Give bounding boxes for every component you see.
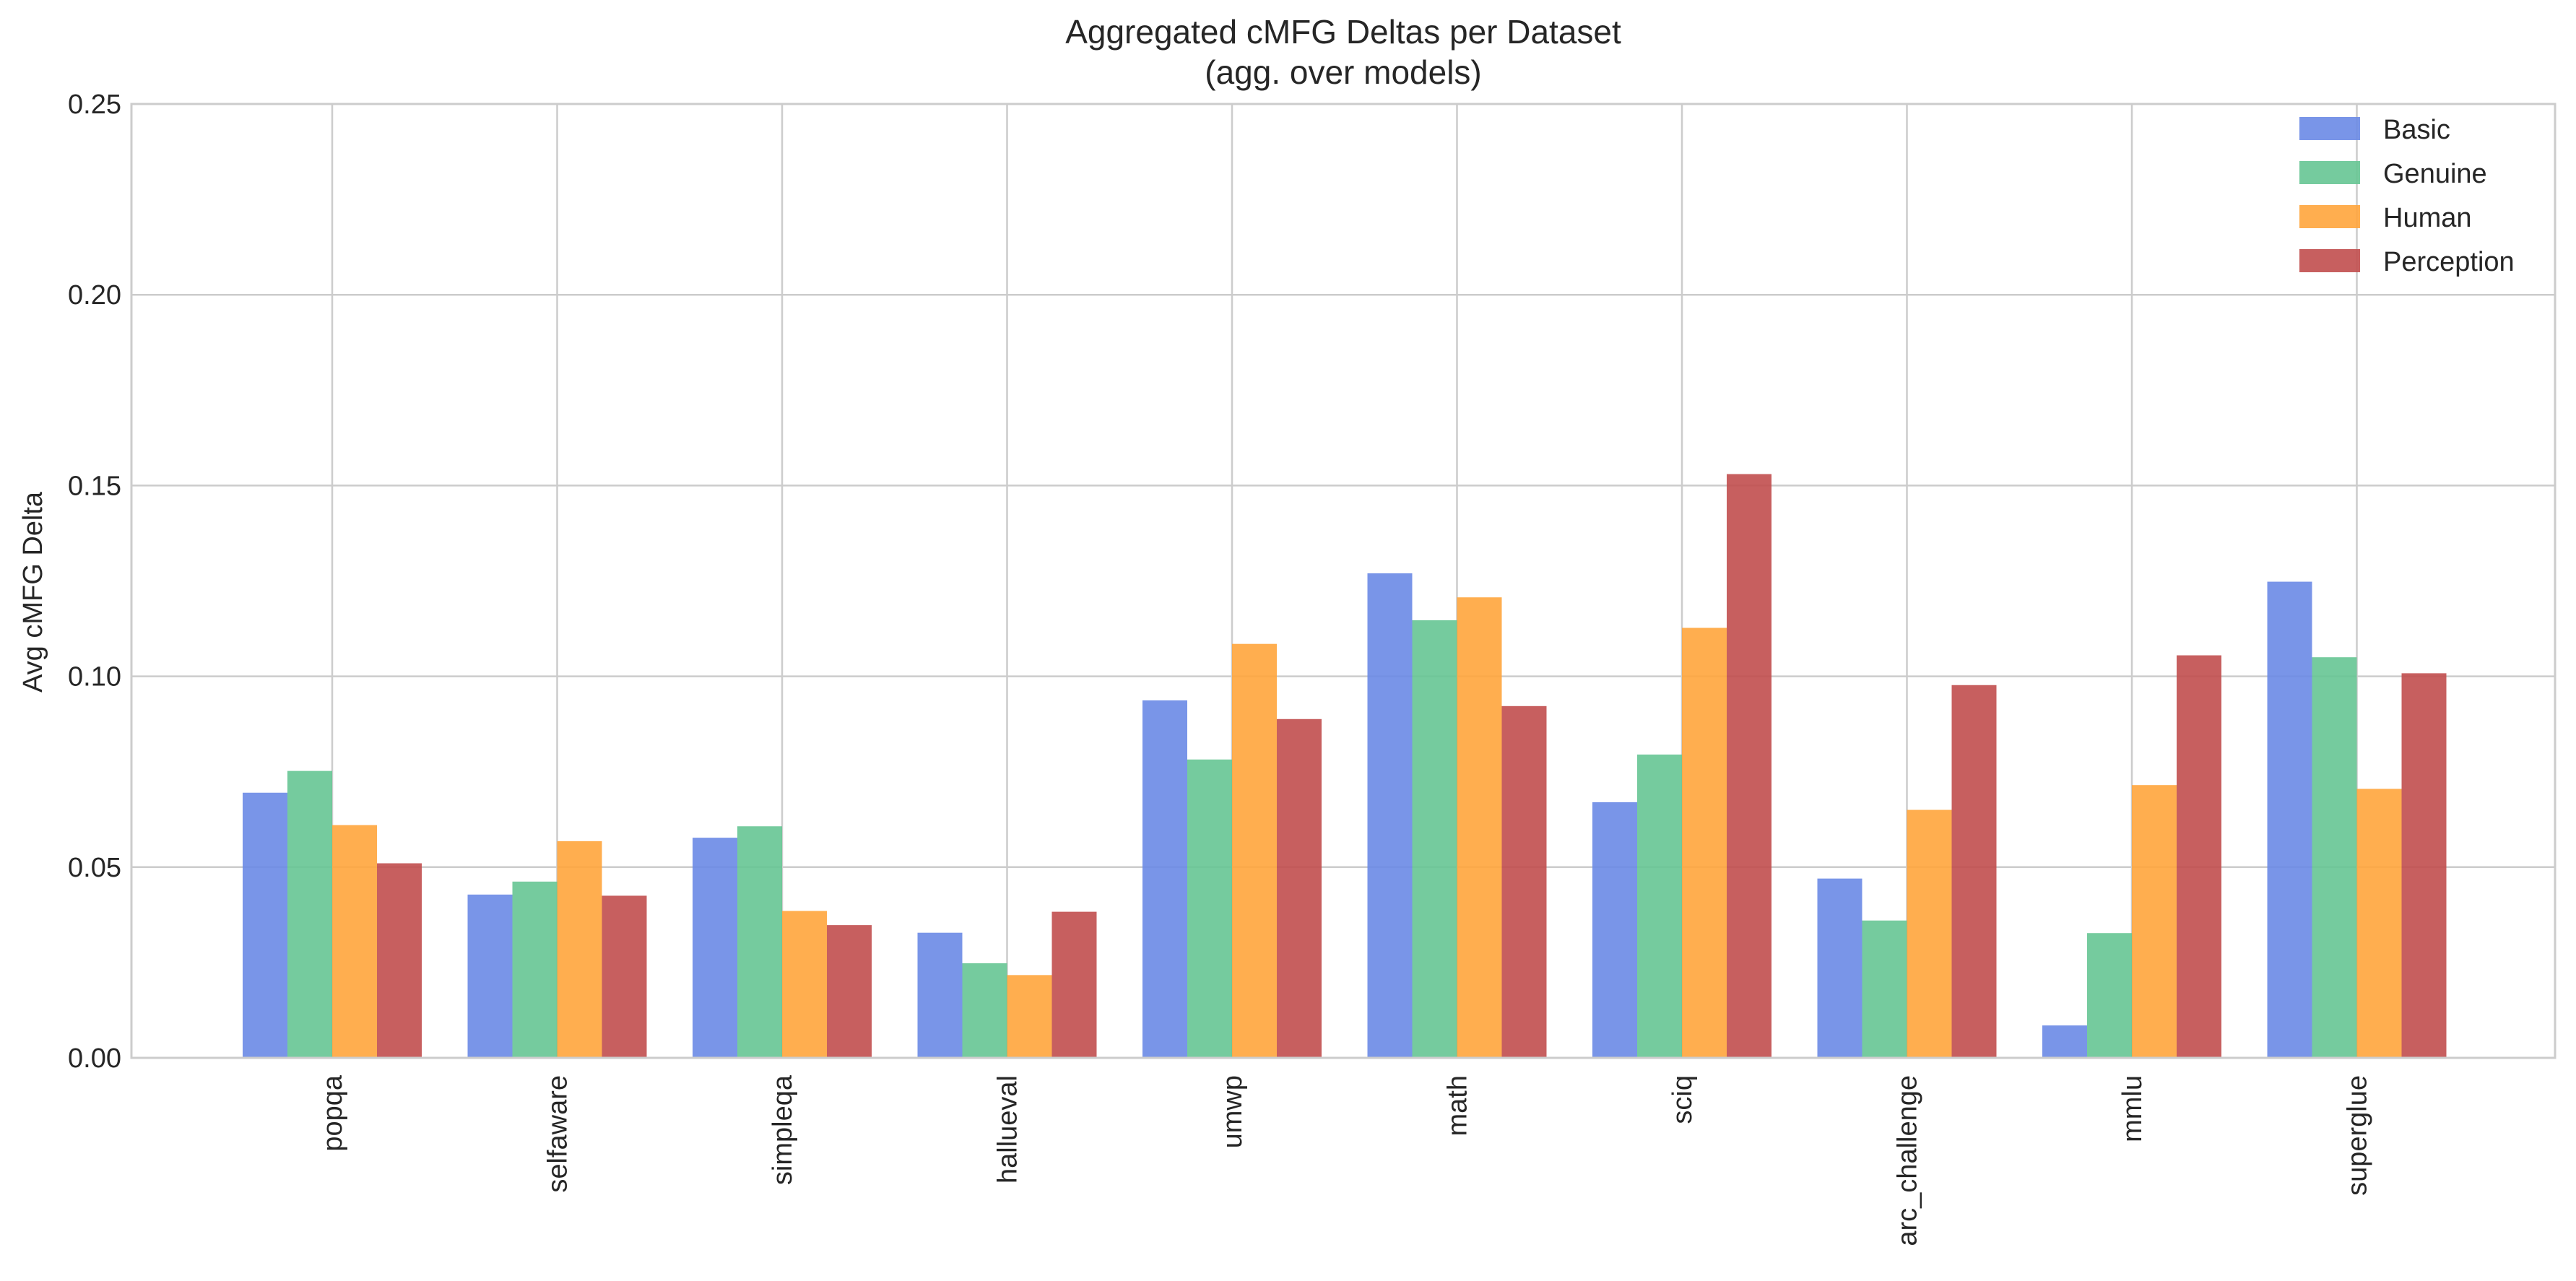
bar-perception-hallueval — [1051, 911, 1097, 1058]
bars — [243, 474, 2447, 1058]
bar-genuine-sciq — [1637, 754, 1682, 1058]
y-tick-label: 0.00 — [68, 1043, 121, 1074]
bar-basic-selfaware — [467, 894, 513, 1058]
x-tick-label-arc-challenge: arc_challenge — [1893, 1075, 1923, 1246]
legend-swatch-perception — [2299, 249, 2360, 272]
bar-genuine-hallueval — [962, 963, 1007, 1058]
bar-basic-math — [1367, 573, 1413, 1058]
chart-subtitle: (agg. over models) — [1205, 53, 1482, 91]
y-tick-label: 0.05 — [68, 853, 121, 883]
bar-basic-popqa — [243, 792, 287, 1058]
bar-human-simpleqa — [782, 911, 827, 1058]
tick-labels: 0.00 0.05 0.10 0.15 0.20 0.25 popqa selfaware si… — [68, 90, 2372, 1246]
y-tick-label: 0.20 — [68, 280, 121, 311]
bar-genuine-popqa — [287, 770, 332, 1058]
y-tick-label: 0.15 — [68, 471, 121, 501]
y-tick-label: 0.25 — [68, 90, 121, 120]
bar-perception-arc-challenge — [1951, 685, 1997, 1058]
bar-perception-simpleqa — [827, 925, 872, 1058]
x-tick-label-sciq: sciq — [1668, 1075, 1698, 1124]
bar-basic-umwp — [1142, 700, 1187, 1058]
bar-human-selfaware — [557, 841, 602, 1058]
x-tick-label-superglue: superglue — [2343, 1075, 2373, 1196]
x-tick-label-umwp: umwp — [1218, 1075, 1248, 1148]
bar-basic-hallueval — [917, 932, 963, 1058]
x-tick-label-hallueval: hallueval — [993, 1075, 1023, 1184]
bar-basic-sciq — [1592, 802, 1637, 1058]
legend-swatch-genuine — [2299, 161, 2360, 184]
bar-human-popqa — [332, 825, 377, 1058]
x-tick-label-popqa: popqa — [318, 1074, 348, 1152]
bar-perception-mmlu — [2177, 655, 2221, 1058]
x-tick-label-math: math — [1443, 1075, 1473, 1136]
bar-human-sciq — [1682, 628, 1727, 1058]
legend-label-genuine: Genuine — [2383, 159, 2487, 189]
bar-human-mmlu — [2132, 785, 2177, 1058]
bar-perception-superglue — [2401, 673, 2447, 1058]
bar-genuine-mmlu — [2087, 933, 2132, 1058]
chart-title: Aggregated cMFG Deltas per Dataset — [1065, 13, 1621, 51]
bar-perception-popqa — [377, 863, 422, 1058]
y-axis-label: Avg cMFG Delta — [18, 491, 48, 692]
bar-genuine-math — [1412, 620, 1457, 1058]
bar-human-math — [1457, 597, 1502, 1058]
bar-genuine-superglue — [2312, 657, 2357, 1058]
bar-perception-math — [1501, 705, 1547, 1058]
plot-frame — [130, 103, 2557, 1059]
bar-basic-mmlu — [2042, 1025, 2087, 1058]
bar-genuine-simpleqa — [737, 826, 782, 1058]
axes — [130, 103, 2557, 1059]
bar-perception-umwp — [1277, 718, 1322, 1058]
legend-swatch-human — [2299, 205, 2360, 228]
bar-human-umwp — [1232, 643, 1277, 1058]
bar-genuine-arc-challenge — [1862, 920, 1907, 1058]
legend-label-perception: Perception — [2383, 247, 2515, 277]
bar-basic-arc-challenge — [1817, 878, 1862, 1058]
bar-perception-sciq — [1727, 474, 1771, 1058]
legend-label-basic: Basic — [2383, 115, 2450, 145]
legend: Basic Genuine Human Perception — [2299, 115, 2515, 277]
x-tick-label-mmlu: mmlu — [2117, 1075, 2148, 1142]
bar-human-arc-challenge — [1907, 809, 1952, 1058]
bar-human-superglue — [2356, 789, 2402, 1058]
bar-perception-selfaware — [602, 895, 647, 1058]
bar-basic-simpleqa — [693, 838, 737, 1058]
bar-genuine-umwp — [1187, 759, 1232, 1058]
legend-label-human: Human — [2383, 203, 2472, 233]
x-tick-label-selfaware: selfaware — [543, 1075, 573, 1193]
x-tick-label-simpleqa: simpleqa — [768, 1074, 798, 1185]
y-tick-label: 0.10 — [68, 662, 121, 692]
bar-genuine-selfaware — [512, 881, 558, 1058]
bar-basic-superglue — [2267, 581, 2312, 1058]
bar-human-hallueval — [1007, 975, 1052, 1058]
legend-swatch-basic — [2299, 117, 2360, 140]
